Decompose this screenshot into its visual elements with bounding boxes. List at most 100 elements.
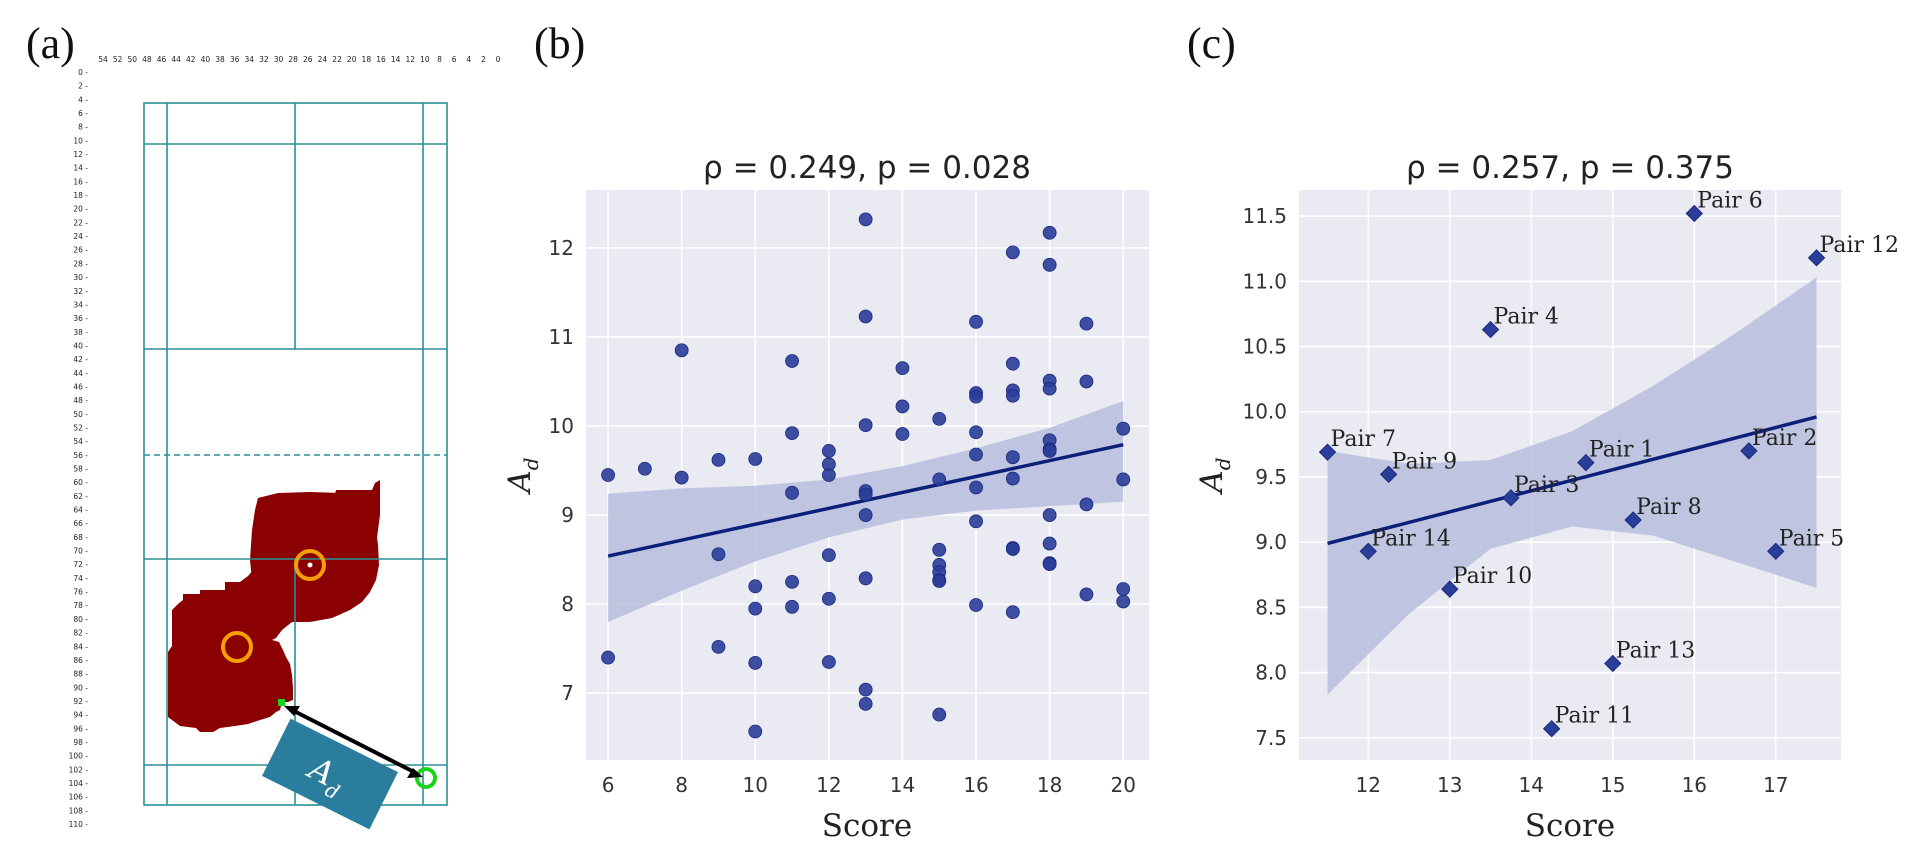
court-left-tick: 64 - [73, 506, 88, 515]
chart-b-point [969, 598, 983, 612]
chart-b-point [858, 487, 873, 502]
court-top-tick: 38 [215, 55, 225, 64]
chart-b-point [601, 468, 615, 482]
chart-c-point-label: Pair 7 [1331, 427, 1396, 452]
chart-c-point [1359, 542, 1377, 561]
chart-c-point-label: Pair 3 [1514, 473, 1579, 498]
chart-b-point [1042, 444, 1057, 458]
b-x-tick-label: 18 [1037, 773, 1062, 797]
court-top-axis: 54 52 50 48 46 44 42 40 38 36 34 32 30 28 26 24 22 20 18 16… [98, 55, 500, 64]
chart-c-x-label: Score [1525, 808, 1615, 844]
court-left-tick: 74 - [73, 574, 88, 583]
court-diagram: 54 52 50 48 46 44 42 40 38 36 34 32 30 28 26 24 22 20 18 16… [69, 55, 501, 830]
chart-c-point-label: Pair 10 [1453, 564, 1532, 589]
c-y-tick-label: 9.5 [1255, 465, 1287, 489]
court-left-tick: 84 - [73, 642, 88, 651]
court-top-tick: 2 [481, 55, 486, 64]
b-x-tick-label: 16 [963, 773, 988, 797]
court-left-tick: 32 - [73, 287, 88, 296]
chart-b-point [785, 354, 799, 368]
court-left-tick: 18 - [73, 191, 88, 200]
distance-label-box: Ad [262, 718, 398, 830]
chart-c-point [1685, 204, 1704, 223]
chart-c-x-ticks: 12 13 14 15 16 17 [1356, 773, 1789, 797]
chart-c-y-ticks: 7.5 8.0 8.5 9.0 9.5 10.0 10.5 11.0 11.5 [1242, 204, 1287, 750]
chart-b-point [1005, 471, 1020, 486]
chart-b-point [932, 707, 947, 722]
chart-b-point [932, 574, 947, 588]
court-left-tick: 56 - [73, 451, 88, 460]
chart-b-point [821, 468, 836, 482]
court-left-tick: 24 - [73, 232, 88, 241]
chart-c-point-label: Pair 5 [1779, 526, 1844, 551]
chart-b-point [1079, 497, 1094, 512]
court-left-tick: 2 - [78, 82, 88, 91]
chart-c-point-label: Pair 13 [1616, 638, 1695, 663]
chart-b-point [858, 571, 873, 586]
chart-b-point [858, 696, 873, 711]
court-top-tick: 6 [452, 55, 457, 64]
c-y-tick-label: 10.0 [1242, 400, 1287, 424]
distance-arrow [284, 706, 423, 778]
c-y-tick-label: 8.5 [1255, 595, 1287, 619]
court-left-tick: 102 - [69, 765, 89, 774]
chart-b-point [821, 655, 836, 669]
chart-c-point [1807, 249, 1826, 267]
chart-b-point [711, 639, 726, 654]
court-left-tick: 54 - [73, 437, 88, 446]
chart-c-title: ρ = 0.257, p = 0.375 [1406, 150, 1734, 186]
chart-c-point [1740, 442, 1758, 460]
chart-b-point [858, 682, 873, 697]
panel-label-c: (c) [1187, 19, 1236, 68]
chart-c-point-label: Pair 14 [1371, 526, 1450, 551]
player-position-ring [221, 631, 253, 663]
chart-b-y-ticks: 7 8 9 10 11 12 [549, 236, 574, 705]
court-left-tick: 76 - [73, 588, 88, 597]
c-x-tick-label: 15 [1600, 773, 1625, 797]
court-top-tick: 34 [245, 55, 255, 64]
chart-b-point [895, 361, 910, 376]
court-left-tick: 78 - [73, 601, 88, 610]
court-left-tick: 16 - [73, 177, 88, 186]
chart-b-x-ticks: 6 8 10 12 14 16 18 20 [602, 773, 1136, 797]
chart-c-point [1767, 542, 1785, 561]
chart-c-point [1577, 453, 1595, 472]
chart-c-point-label: Pair 6 [1697, 188, 1762, 213]
c-y-tick-label: 8.0 [1255, 661, 1287, 685]
chart-b-point [711, 547, 726, 562]
chart-b-point [748, 656, 763, 670]
c-y-tick-label: 10.5 [1242, 335, 1287, 359]
court-top-tick: 30 [274, 55, 284, 64]
court-top-tick: 12 [405, 55, 415, 64]
court-left-tick: 10 - [73, 136, 88, 145]
chart-c-point-label: Pair 4 [1494, 305, 1559, 330]
court-left-tick: 92 - [73, 697, 88, 706]
c-y-tick-label: 11.5 [1242, 204, 1287, 228]
c-y-tick-label: 7.5 [1255, 726, 1287, 750]
chart-b-point [601, 650, 615, 665]
chart-b-point [1042, 257, 1057, 272]
chart-b-point [785, 574, 799, 589]
chart-b-point [637, 461, 652, 476]
court-top-tick: 26 [303, 55, 313, 64]
chart-b-point [748, 601, 763, 616]
chart-b-point [1079, 316, 1094, 331]
chart-b-point [969, 447, 983, 462]
chart-b-point [821, 444, 836, 458]
court-left-tick: 94 - [73, 711, 88, 720]
nearest-point-marker [278, 699, 285, 706]
c-x-tick-label: 14 [1519, 773, 1544, 797]
chart-c-point-label: Pair 2 [1752, 426, 1817, 451]
chart-b-point [1079, 374, 1094, 389]
chart-b-point [932, 472, 947, 487]
court-left-tick: 4 - [78, 95, 88, 104]
chart-b-point [1005, 356, 1020, 371]
chart-b-point [895, 399, 910, 414]
chart-b-point [858, 508, 873, 522]
court-top-tick: 40 [201, 55, 211, 64]
court-left-tick: 20 - [73, 205, 88, 214]
court-left-tick: 28 - [73, 259, 88, 268]
court-top-tick: 42 [186, 55, 196, 64]
court-top-tick: 50 [127, 55, 137, 64]
